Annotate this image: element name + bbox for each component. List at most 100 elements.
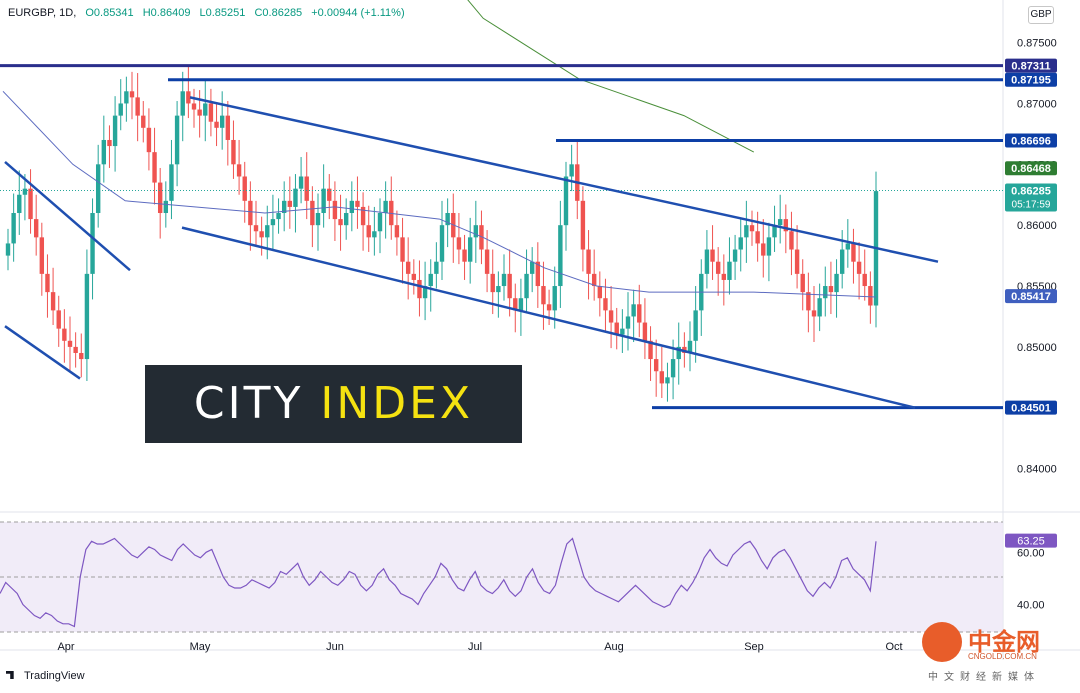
time-axis-label: Jul xyxy=(468,641,482,653)
trend-line-early-upper xyxy=(4,160,131,272)
symbol-header: EURGBP, 1D, O0.85341 H0.86409 L0.85251 C… xyxy=(8,7,411,19)
trend-line-early-lower xyxy=(4,325,81,380)
candle-body xyxy=(524,273,529,299)
candle-body xyxy=(546,304,552,311)
candle-body xyxy=(276,213,281,220)
cngold-watermark: 中金网 CNGOLD.COM.CN 中文财经新媒体 xyxy=(920,620,1070,690)
candle-body xyxy=(50,292,56,311)
candle-body xyxy=(22,188,28,195)
candle-body xyxy=(338,219,343,226)
candle-body xyxy=(67,340,73,347)
price-level-badge xyxy=(1005,58,1057,73)
candle-body xyxy=(400,237,405,262)
candle-body xyxy=(851,243,856,262)
candle-body xyxy=(755,231,760,244)
candle-body xyxy=(17,194,22,214)
low-value: L0.85251 xyxy=(199,7,246,19)
candle-body xyxy=(248,200,253,226)
candle-body xyxy=(214,121,219,128)
candle-body xyxy=(180,91,185,116)
price-tick-label: 0.87500 xyxy=(1017,38,1057,50)
candle-body xyxy=(484,249,490,274)
candle-body xyxy=(665,377,670,384)
candle-body xyxy=(687,340,693,353)
candle-body xyxy=(417,279,422,299)
logo-word-index: INDEX xyxy=(320,378,474,429)
rsi-tick-label: 40.00 xyxy=(1017,600,1045,612)
time-axis-label: Oct xyxy=(885,641,902,653)
price-level-label: 0.86285 xyxy=(1011,185,1051,197)
candle-body xyxy=(343,213,349,226)
watermark-site: CNGOLD.COM.CN xyxy=(968,652,1037,661)
time-axis-label: May xyxy=(190,641,211,653)
candle-body xyxy=(377,213,383,232)
candle-body xyxy=(490,273,495,293)
candle-body xyxy=(659,371,665,384)
candle-body xyxy=(174,115,180,165)
price-level-label: 0.87311 xyxy=(1011,61,1050,73)
candle-body xyxy=(405,261,411,274)
candle-body xyxy=(90,213,95,274)
candle-body xyxy=(11,213,16,244)
candle-body xyxy=(823,286,828,299)
candle-body xyxy=(445,213,450,226)
candle-body xyxy=(637,304,642,323)
logo-text: CITY INDEX xyxy=(145,365,522,443)
candle-body xyxy=(625,316,631,329)
candle-body xyxy=(834,273,839,293)
candle-body xyxy=(135,97,140,116)
candle-body xyxy=(749,225,755,232)
change-value: +0.00944 (+1.11%) xyxy=(311,7,405,19)
candle-body xyxy=(157,182,163,214)
candle-body xyxy=(732,249,738,262)
tradingview-brand[interactable]: TradingView xyxy=(6,670,85,682)
candle-body xyxy=(107,139,112,147)
candle-body xyxy=(614,322,619,335)
logo-word-city: CITY xyxy=(193,378,304,429)
candle-body xyxy=(225,115,231,140)
candle-body xyxy=(434,261,439,274)
candle-body xyxy=(558,225,563,287)
candle-body xyxy=(529,261,535,274)
candle-body xyxy=(84,273,90,360)
candle-body xyxy=(727,261,732,280)
candle-body xyxy=(513,298,518,311)
price-level-badge xyxy=(1005,289,1057,304)
candle-body xyxy=(56,310,61,329)
candle-body xyxy=(45,273,50,293)
symbol-name[interactable]: EURGBP, 1D, xyxy=(8,7,77,19)
candle-body xyxy=(828,286,834,293)
candle-body xyxy=(693,310,698,341)
candle-body xyxy=(124,91,129,104)
price-level-label: 0.87195 xyxy=(1011,75,1051,87)
close-value: C0.86285 xyxy=(254,7,303,19)
candle-body xyxy=(777,219,783,226)
candle-body xyxy=(39,237,45,274)
candle-body xyxy=(152,152,157,183)
candle-body xyxy=(608,310,614,323)
candle-body xyxy=(845,243,851,250)
candle-body xyxy=(236,164,242,177)
candle-body xyxy=(428,273,433,287)
candle-body xyxy=(856,261,862,274)
candle-body xyxy=(186,91,191,104)
candle-body xyxy=(766,237,772,256)
ma200-line xyxy=(467,0,755,153)
currency-button[interactable]: GBP xyxy=(1028,6,1054,24)
candle-body xyxy=(5,243,11,256)
countdown-label: 05:17:59 xyxy=(1012,199,1051,210)
candle-body xyxy=(332,200,338,220)
candle-body xyxy=(293,188,298,207)
candle-body xyxy=(552,286,557,311)
candle-body xyxy=(163,200,169,214)
candle-body xyxy=(631,304,636,317)
city-index-logo: CITY INDEX xyxy=(145,365,522,443)
watermark-name: 中金网 xyxy=(968,629,1040,656)
price-tick-label: 0.87000 xyxy=(1017,98,1057,110)
price-level-label: 0.86696 xyxy=(1011,135,1051,147)
candle-body xyxy=(518,298,524,311)
ma50-line xyxy=(2,90,877,298)
candle-body xyxy=(355,200,360,207)
high-value: H0.86409 xyxy=(142,7,191,19)
